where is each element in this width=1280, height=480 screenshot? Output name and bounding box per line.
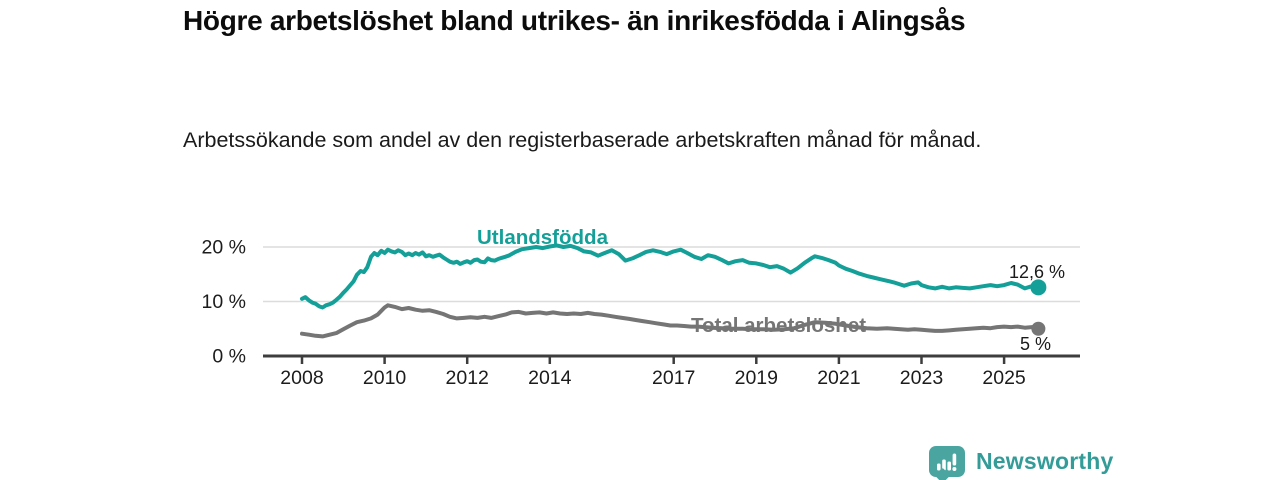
x-tick-label: 2014 [528,367,572,389]
chart-title: Högre arbetslöshet bland utrikes- än inr… [183,5,966,36]
series-end-dot-1 [1031,321,1046,336]
x-tick-label: 2025 [982,367,1026,389]
y-tick-label: 20 % [202,237,246,259]
x-tick-label: 2019 [735,367,778,389]
newsworthy-logo[interactable]: Newsworthy [929,444,1113,478]
x-tick-label: 2012 [446,367,489,389]
series-label-total-arbetsloshet: Total arbetslöshet [691,314,867,337]
x-tick-label: 2023 [900,367,943,389]
y-tick-label: 10 % [202,291,246,313]
x-tick-label: 2010 [363,367,407,389]
series-end-dot-0 [1030,279,1047,296]
newsworthy-wordmark: Newsworthy [976,447,1114,474]
series-line-1 [300,303,1041,339]
x-tick-label: 2017 [652,367,695,389]
bar-chart-glyph [937,453,957,471]
x-tick-label: 2008 [280,367,323,389]
series-label-utlandsfodda: Utlandsfödda [477,226,608,249]
chart-subtitle: Arbetssökande som andel av den registerb… [183,128,982,152]
bar-chart-bubble-icon [929,445,965,477]
x-tick-label: 2021 [817,367,860,389]
end-value-label-total-arbetsloshet: 5 % [1020,334,1052,354]
end-value-label-utlandsfodda: 12,6 % [1009,262,1066,282]
y-tick-label: 0 % [212,346,246,368]
series-line-0 [300,243,1041,310]
